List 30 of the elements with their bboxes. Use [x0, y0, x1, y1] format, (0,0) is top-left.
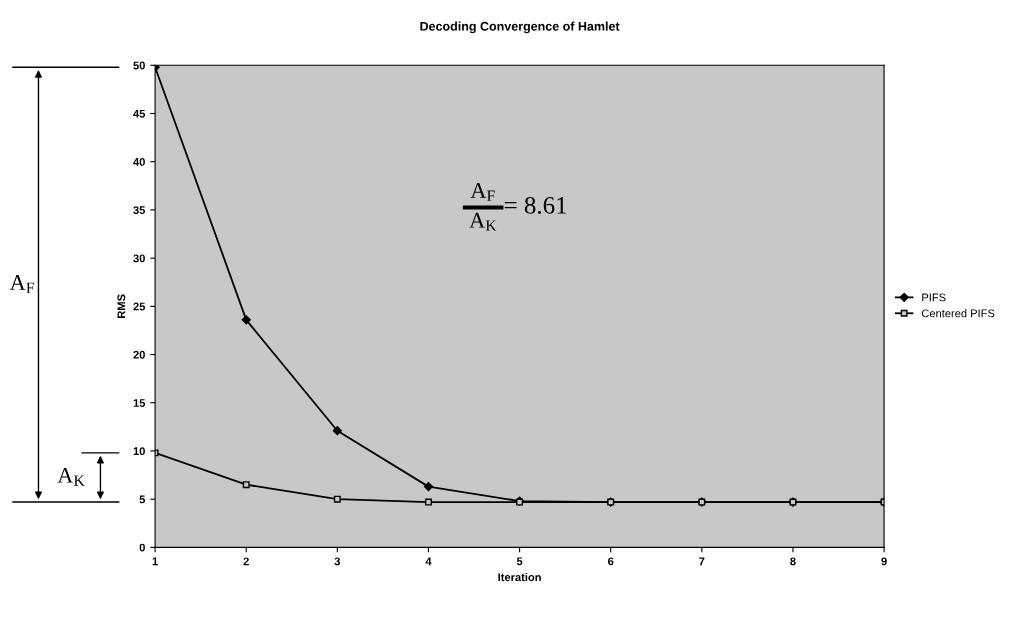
x-tick-label: 7	[699, 557, 705, 566]
y-tick-label: 35	[133, 206, 146, 215]
x-tick-label: 2	[243, 557, 249, 566]
legend-label: PIFS	[922, 293, 946, 302]
text: A$_{K}$	[57, 467, 85, 486]
x-tick-label: 5	[516, 557, 523, 566]
y-tick-label: 25	[133, 302, 146, 311]
y-tick-label: 40	[133, 157, 145, 166]
y-axis-title: RMS	[117, 294, 126, 318]
x-axis-title: Iteration	[498, 573, 541, 582]
y-tick-label: 5	[139, 495, 146, 504]
x-tick-label: 3	[334, 557, 341, 566]
annotation: A$_{K}$	[469, 212, 497, 231]
x-tick-label: 4	[425, 557, 432, 566]
annotation: = 8.61	[504, 196, 567, 214]
y-tick-label: 20	[133, 350, 145, 359]
x-tick-label: 1	[152, 557, 158, 566]
annotation: A$_{F}$	[470, 183, 495, 201]
x-tick-label: 8	[790, 557, 796, 566]
y-tick-label: 0	[139, 543, 145, 552]
y-tick-label: 15	[133, 399, 146, 407]
legend-label: Centered PIFS	[921, 309, 995, 318]
y-tick-label: 10	[133, 447, 145, 456]
y-tick-label: 45	[133, 109, 146, 118]
x-tick-label: 6	[608, 557, 614, 566]
x-tick-label: 9	[881, 557, 887, 566]
text: A$_{F}$	[9, 275, 34, 293]
chart-title: Decoding Convergence of Hamlet	[420, 21, 620, 34]
y-tick-label: 50	[133, 61, 145, 70]
y-tick-label: 30	[133, 254, 145, 263]
